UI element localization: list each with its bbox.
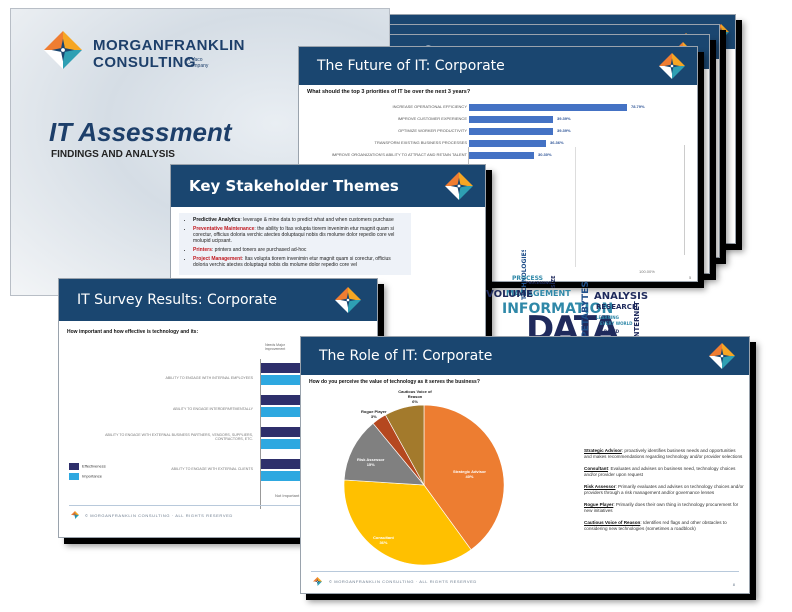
legend-effectiveness: Effectiveness (69, 463, 106, 470)
slide-title: IT Survey Results: Corporate (77, 292, 277, 308)
row-label: Ability to engage with external clients (171, 467, 253, 471)
brand-tagline: A Vaco Company (187, 57, 209, 69)
morganfranklin-logo-icon (41, 31, 85, 69)
legend-importance: Importance (69, 473, 102, 480)
page-number: 5 (689, 275, 692, 280)
pie-label-rogue-player: Rogue Player 3% (361, 409, 387, 419)
page-number: 8 (732, 582, 735, 587)
slice-cautious-voice (385, 405, 425, 486)
bar-row: Transform existing business processes 36… (299, 139, 697, 148)
bar-row: Improve organization's ability to attrac… (299, 151, 697, 160)
bar-row: Optimize worker productivity 39.39% (299, 127, 697, 136)
theme-bullet: Project Management: Itas volupta tiorem … (193, 256, 405, 268)
cover-subtitle: FINDINGS AND ANALYSIS (51, 149, 175, 160)
column-header: Needs Major Improvement (264, 343, 286, 351)
slide-title: Key Stakeholder Themes (189, 177, 399, 195)
slide-title: The Role of IT: Corporate (319, 348, 493, 364)
row-label: Ability to engage with internal employee… (165, 376, 253, 380)
slide-header: Key Stakeholder Themes (171, 165, 485, 207)
morganfranklin-logo-icon (709, 343, 735, 369)
morganfranklin-logo-icon (659, 53, 685, 79)
slide-header: IT Survey Results: Corporate (59, 279, 377, 321)
footer-divider (69, 505, 367, 506)
bar-value: 39.39% (557, 116, 571, 121)
morganfranklin-logo-icon (313, 577, 322, 586)
morganfranklin-logo-icon (71, 511, 79, 519)
pie-chart-slices (344, 405, 504, 565)
brand-name-line2: Consulting (93, 54, 197, 71)
footer-divider (311, 571, 739, 572)
copyright-footer: © MorganFranklin Consulting · All Rights… (85, 513, 233, 518)
axis-end-label: 100.00% (639, 269, 655, 274)
axis-label: Not Important (275, 493, 300, 498)
bar-label: Optimize worker productivity (398, 128, 467, 133)
bar (469, 104, 627, 111)
slide-title: The Future of IT: Corporate (317, 58, 505, 74)
bar-label: Transform existing business processes (374, 140, 467, 145)
bar-value: 39.39% (557, 128, 571, 133)
survey-question: How do you perceive the value of technol… (309, 379, 480, 385)
slice-consultant (344, 479, 472, 565)
role-of-it-slide[interactable]: The Role of IT: Corporate How do you per… (300, 336, 750, 594)
survey-question: What should the top 3 priorities of IT b… (307, 89, 471, 95)
theme-bullet: Predictive Analytics: leverage & mine da… (193, 217, 405, 223)
bar-value: 78.79% (631, 104, 645, 109)
future-of-it-slide[interactable]: The Future of IT: Corporate What should … (298, 46, 698, 282)
definition-item: Strategic Advisor: proactively identifie… (584, 448, 743, 459)
bar-row: Increase operational efficiency 78.79% (299, 103, 697, 112)
brand-name: MorganFranklin (93, 37, 245, 54)
theme-bullet: Preventative Maintenance: the ability to… (193, 226, 405, 244)
bar-value: 36.36% (550, 140, 564, 145)
chart-gridline (575, 147, 576, 267)
chart-axis (260, 359, 261, 509)
definition-item: Rogue Player: Primarily does their own t… (584, 502, 739, 513)
definition-item: Risk Assessor: Primarily evaluates and a… (584, 484, 744, 495)
bar (469, 140, 546, 147)
slice-strategic-advisor (423, 405, 504, 551)
bar-label: Increase operational efficiency (392, 104, 467, 109)
pie-label-consultant: Consultant 36% (373, 535, 394, 545)
copyright-footer: © MorganFranklin Consulting · All Rights… (329, 579, 477, 584)
word-cloud-image: DATA INFORMATION ANALYSIS MANAGEMENT PET… (486, 250, 649, 340)
bar-value: 30.30% (538, 152, 552, 157)
bar (469, 128, 553, 135)
cover-title: IT Assessment (49, 117, 232, 147)
chart-border (684, 145, 685, 255)
definition-item: Consultant: Evaluates and advises on bus… (584, 466, 736, 477)
bar-label: Improve customer experience (397, 116, 467, 121)
theme-bullet-list: Predictive Analytics: leverage & mine da… (179, 213, 411, 275)
bar-label: Improve organization's ability to attrac… (331, 152, 467, 157)
bar (469, 116, 553, 123)
row-label: Ability to engage with external business… (105, 433, 253, 441)
pie-label-cautious-voice: Cautious Voice of Reason 6% (398, 389, 432, 404)
row-label: Ability to engage interdepartmentally (172, 407, 253, 411)
survey-question: How important and how effective is techn… (67, 329, 199, 335)
theme-bullet: Printers: printers and toners are purcha… (193, 247, 405, 253)
pie-label-risk-assessor: Risk Assessor 15% (357, 457, 385, 467)
morganfranklin-logo-icon (445, 172, 473, 200)
slide-header: The Future of IT: Corporate (299, 47, 697, 85)
morganfranklin-logo-icon (335, 287, 361, 313)
bar (469, 152, 534, 159)
pie-label-strategic-advisor: Strategic Advisor 40% (453, 469, 486, 479)
role-definitions: Strategic Advisor: proactively identifie… (584, 448, 744, 538)
slice-risk-assessor (344, 422, 425, 486)
definition-item: Cautious Voice of Reason: Identifies red… (584, 520, 727, 531)
slide-header: The Role of IT: Corporate (301, 337, 749, 375)
bar-row: Improve customer experience 39.39% (299, 115, 697, 124)
